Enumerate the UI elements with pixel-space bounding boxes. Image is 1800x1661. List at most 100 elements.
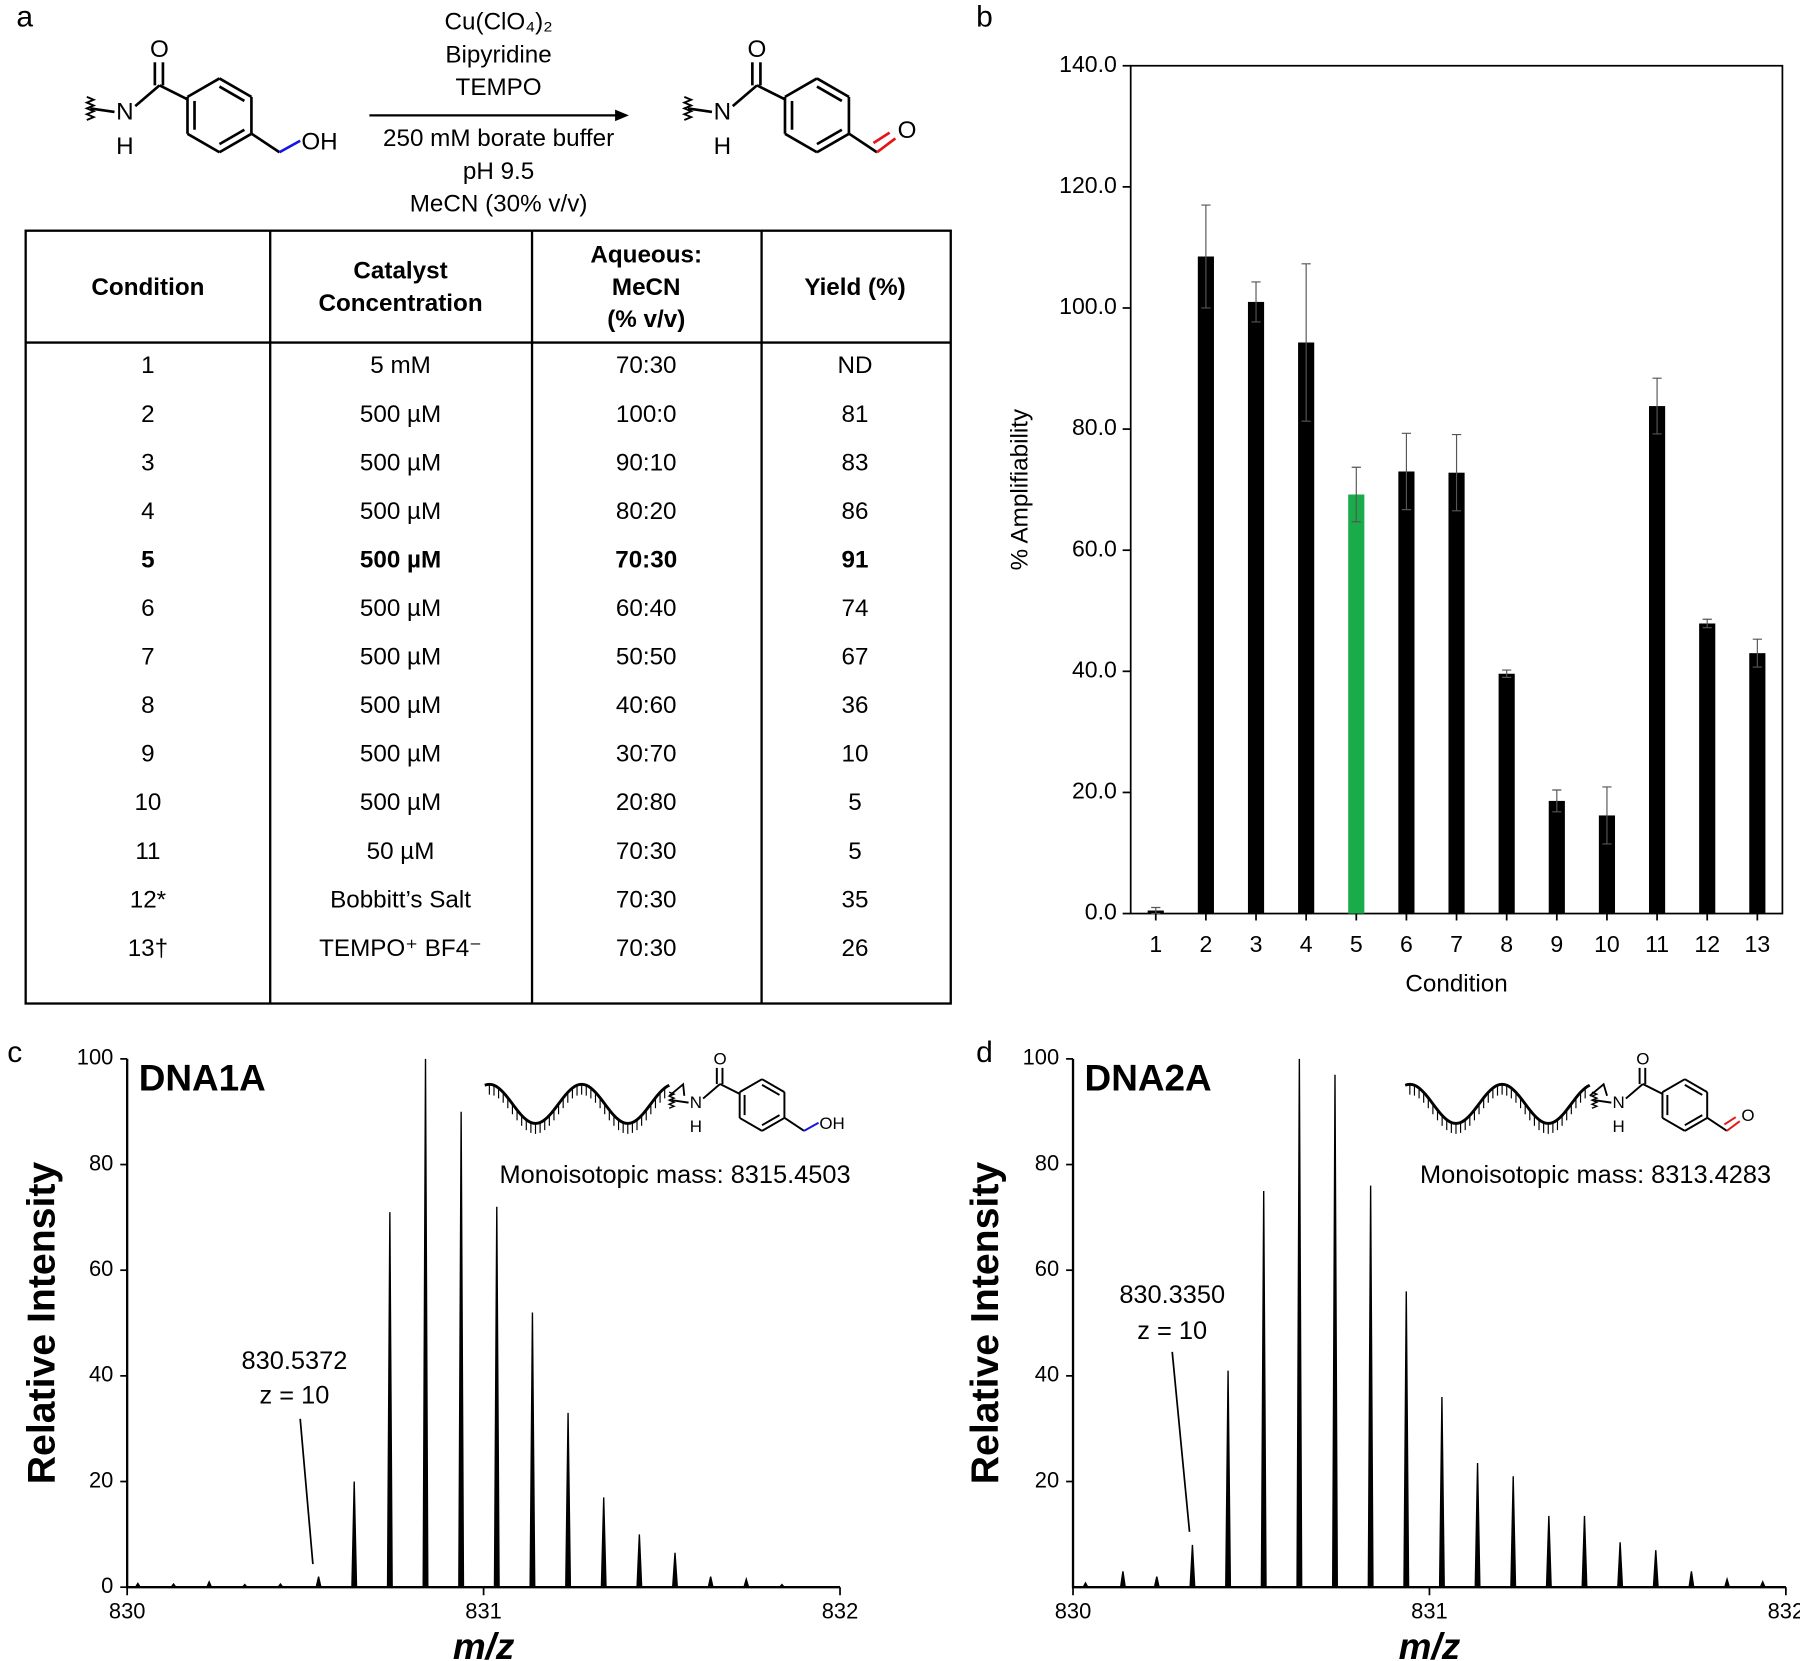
- error-bar: [1201, 204, 1211, 309]
- table-header: MeCN: [612, 274, 681, 301]
- x-tick-label: 5: [1350, 931, 1363, 957]
- table-cell: 500 µM: [360, 595, 441, 622]
- chart-title: DNA2A: [1085, 1058, 1212, 1099]
- bond: [816, 132, 850, 154]
- bond: [761, 1114, 780, 1127]
- table-cell: 100:0: [616, 401, 677, 428]
- bond: [1684, 1114, 1703, 1127]
- peak: [315, 1576, 322, 1588]
- atom-label: N: [116, 98, 134, 125]
- x-tick-label: 3: [1250, 931, 1263, 957]
- bond: [761, 1117, 785, 1132]
- peak: [1652, 1550, 1659, 1588]
- atom-label: N: [714, 98, 732, 125]
- peak: [493, 1206, 500, 1588]
- atom-label: H: [690, 1117, 702, 1136]
- table-cell: ND: [838, 352, 873, 379]
- x-tick-label: 830: [1055, 1598, 1092, 1623]
- atom-label: H: [116, 133, 134, 160]
- table-cell: TEMPO⁺ BF4⁻: [319, 935, 482, 962]
- table-cell: 20:80: [616, 789, 677, 816]
- y-tick-label: 40.0: [1072, 656, 1117, 682]
- atom-label: O: [150, 36, 169, 63]
- table-header: Concentration: [318, 290, 482, 317]
- x-tick-label: 7: [1450, 931, 1463, 957]
- table-cell: 10: [134, 789, 161, 816]
- atom-label: OH: [301, 128, 337, 155]
- panel-label: d: [976, 1036, 993, 1069]
- y-axis-label: Relative Intensity: [964, 1162, 1007, 1485]
- peak: [743, 1576, 750, 1588]
- error-bar: [1602, 786, 1612, 845]
- bar: [1348, 494, 1365, 914]
- y-tick-label: 100: [77, 1045, 114, 1070]
- y-axis-label: Relative Intensity: [20, 1162, 63, 1485]
- y-tick-label: 100.0: [1059, 293, 1117, 319]
- peak: [1724, 1576, 1731, 1588]
- bond: [784, 1117, 805, 1132]
- bond: [1642, 1083, 1663, 1095]
- bond: [848, 132, 878, 154]
- table-cell: 74: [842, 595, 869, 622]
- table-cell: 500 µM: [360, 498, 441, 525]
- bond: [761, 1084, 780, 1096]
- panel-label: a: [16, 0, 33, 33]
- x-tick-label: 830: [109, 1598, 146, 1623]
- peak: [1474, 1463, 1481, 1588]
- bond: [218, 77, 253, 99]
- x-axis-label: m/z: [453, 1626, 515, 1661]
- x-tick-label: 832: [822, 1598, 859, 1623]
- x-tick-label: 831: [1411, 1598, 1448, 1623]
- table-cell: 70:30: [616, 935, 677, 962]
- peak: [458, 1111, 465, 1588]
- y-tick-label: 60.0: [1072, 535, 1117, 561]
- y-tick-label: 120.0: [1059, 172, 1117, 198]
- peak: [1153, 1576, 1160, 1588]
- table-cell: 500 µM: [360, 449, 441, 476]
- table-cell: 60:40: [616, 595, 677, 622]
- y-tick-label: 60: [89, 1256, 113, 1281]
- atom-label: N: [690, 1093, 702, 1112]
- table-cell: 2: [141, 401, 154, 428]
- table-cell: 5: [141, 546, 154, 573]
- y-tick-label: 20: [89, 1467, 113, 1492]
- table-cell: 8: [141, 692, 154, 719]
- bond: [872, 131, 891, 145]
- error-bar: [1702, 618, 1712, 629]
- x-tick-label: 6: [1400, 931, 1413, 957]
- y-tick-label: 80.0: [1072, 414, 1117, 440]
- peak: [351, 1481, 358, 1588]
- leader-line: [299, 1418, 314, 1565]
- atom-label: O: [748, 36, 767, 63]
- table-cell: 81: [842, 401, 869, 428]
- y-axis-label: % Amplifiability: [1007, 408, 1034, 570]
- table-cell: 80:20: [616, 498, 677, 525]
- dna-strand: [1404, 1082, 1591, 1125]
- bar: [1548, 800, 1565, 914]
- peak: [1759, 1580, 1766, 1588]
- atom-label: OH: [819, 1114, 844, 1133]
- bar: [1197, 256, 1214, 914]
- atom-label: H: [714, 133, 732, 160]
- peak: [1367, 1185, 1374, 1588]
- peak: [636, 1534, 643, 1588]
- bond: [1723, 1116, 1737, 1126]
- wavy-bond: [1590, 1091, 1599, 1109]
- error-bar: [1301, 263, 1311, 422]
- error-bar: [1451, 433, 1462, 512]
- error-bar: [1401, 432, 1412, 511]
- bond: [1706, 1117, 1728, 1132]
- bond: [803, 1121, 820, 1132]
- x-tick-label: 1: [1149, 931, 1162, 957]
- axes: [126, 1058, 841, 1589]
- table-cell: 83: [842, 449, 869, 476]
- table-cell: 7: [141, 644, 154, 671]
- x-tick-label: 4: [1300, 931, 1313, 957]
- table-cell: 91: [842, 546, 869, 573]
- peak: [1082, 1581, 1089, 1588]
- bond: [186, 132, 221, 154]
- reagent: Cu(ClO₄)₂: [445, 8, 553, 35]
- bond: [784, 77, 818, 99]
